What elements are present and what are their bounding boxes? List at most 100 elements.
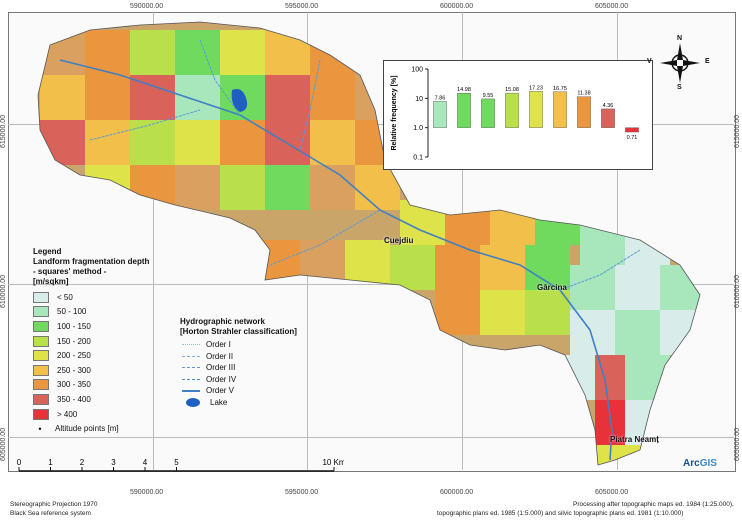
scale-tick-label: 2 bbox=[80, 458, 85, 467]
compass-n: N bbox=[677, 35, 683, 42]
coord-bottom-1: 590000.00 bbox=[130, 489, 164, 496]
hydro-lake-label: Lake bbox=[210, 397, 228, 407]
legend-class-row: 300 - 350 bbox=[33, 378, 168, 393]
legend-fragmentation: Legend Landform fragmentation depth - sq… bbox=[33, 247, 168, 436]
legend-title-3: - squares' method - bbox=[33, 267, 107, 276]
scale-bar-svg: 0 1 2 3 4 5 10 Km bbox=[17, 458, 344, 472]
river-line-icon bbox=[182, 355, 200, 357]
bar-value-label: 4.36 bbox=[603, 103, 614, 109]
coord-bottom-3: 600000.00 bbox=[440, 489, 474, 496]
histogram-bar bbox=[457, 92, 471, 128]
histogram-bar bbox=[529, 91, 543, 128]
hydro-lake-row: Lake bbox=[182, 397, 350, 409]
histogram-bar bbox=[625, 127, 639, 133]
compass-w: V bbox=[647, 58, 652, 65]
footer-projection: Stereographic Projection 1970 bbox=[10, 501, 98, 508]
altitude-point-icon: • bbox=[38, 423, 42, 434]
town-label-garcina: Gârcina bbox=[537, 283, 567, 292]
legend-swatch bbox=[33, 350, 49, 362]
bar-value-label: 11.38 bbox=[577, 91, 590, 97]
coord-top-2: 595000.00 bbox=[285, 3, 319, 10]
coord-top-3: 600000.00 bbox=[440, 3, 474, 10]
y-axis-label: Relative frequency [%] bbox=[391, 75, 398, 150]
histogram-bar bbox=[481, 98, 495, 128]
legend-swatch bbox=[33, 408, 49, 420]
legend-class-row: 350 - 400 bbox=[33, 392, 168, 407]
hydro-order-label: Order I bbox=[206, 340, 231, 350]
legend-class-row: 50 - 100 bbox=[33, 305, 168, 320]
legend-swatch bbox=[33, 379, 49, 391]
coord-bottom-2: 595000.00 bbox=[285, 489, 319, 496]
legend-class-label: > 400 bbox=[57, 409, 78, 419]
hydro-order-4: Order IV bbox=[182, 374, 350, 386]
lake-icon bbox=[186, 397, 200, 407]
y-tick-label: 1.0 bbox=[413, 125, 423, 132]
legend-class-row: > 400 bbox=[33, 407, 168, 422]
legend-class-row: 100 - 150 bbox=[33, 319, 168, 334]
bar-value-label: 15.08 bbox=[505, 87, 519, 93]
town-label-cuejdiu: Cuejdiu bbox=[384, 236, 414, 245]
histogram-bar bbox=[577, 96, 591, 128]
hydro-order-3: Order III bbox=[182, 362, 350, 374]
legend-class-label: 300 - 350 bbox=[57, 380, 91, 390]
legend-title-1: Legend bbox=[33, 247, 62, 256]
histogram-bar bbox=[433, 101, 447, 128]
histogram-bar bbox=[601, 108, 615, 128]
grid-line-h3 bbox=[8, 437, 734, 438]
river-line-icon bbox=[182, 378, 200, 380]
legend-class-label: 350 - 400 bbox=[57, 394, 91, 404]
legend-class-list: < 50 50 - 100 100 - 150 150 - 200 200 - 250 2… bbox=[33, 290, 168, 421]
legend-swatch bbox=[33, 393, 49, 405]
bar-value-label: 14.98 bbox=[457, 87, 471, 93]
coord-top-1: 590000.00 bbox=[130, 3, 164, 10]
scale-tick-label: 5 bbox=[174, 458, 179, 467]
legend-swatch bbox=[33, 364, 49, 376]
arcgis-logo: ArcGIS bbox=[683, 458, 717, 469]
legend-class-label: 100 - 150 bbox=[57, 321, 91, 331]
legend-swatch bbox=[33, 335, 49, 347]
hydro-order-2: Order II bbox=[182, 351, 350, 363]
y-tick-label: 10 bbox=[415, 96, 423, 103]
coord-bottom-4: 605000.00 bbox=[595, 489, 629, 496]
legend-class-row: 150 - 200 bbox=[33, 334, 168, 349]
legend-class-label: 200 - 250 bbox=[57, 351, 91, 361]
scale-tick-label: 10 Km bbox=[322, 458, 344, 467]
legend-class-row: 250 - 300 bbox=[33, 363, 168, 378]
footer-reference-system: Black Sea reference system bbox=[10, 510, 91, 517]
hydro-order-label: Order IV bbox=[206, 374, 237, 384]
bar-value-label: 0.71 bbox=[627, 135, 638, 141]
compass-e: E bbox=[705, 58, 710, 65]
river-line-icon bbox=[182, 389, 200, 392]
y-tick-label: 100 bbox=[411, 67, 423, 74]
compass-icon bbox=[660, 43, 700, 83]
legend-class-label: 50 - 100 bbox=[57, 307, 87, 317]
coord-top-4: 605000.00 bbox=[595, 3, 629, 10]
legend-class-row: 200 - 250 bbox=[33, 348, 168, 363]
hydro-order-label: Order III bbox=[206, 363, 236, 373]
histogram-bar bbox=[505, 92, 519, 128]
river-line-icon bbox=[182, 344, 200, 346]
legend-title-4: [m/sqkm] bbox=[33, 277, 69, 286]
legend-hydrographic: Hydrographic network [Horton Strahler cl… bbox=[180, 317, 350, 408]
legend-class-label: 250 - 300 bbox=[57, 365, 91, 375]
arcgis-logo-gis: GIS bbox=[699, 458, 717, 469]
hydro-order-label: Order II bbox=[206, 351, 234, 361]
y-tick-label: 0.1 bbox=[413, 155, 423, 162]
legend-class-label: < 50 bbox=[57, 292, 73, 302]
compass-s: S bbox=[677, 84, 682, 91]
legend-altitude-row: • Altitude points [m] bbox=[33, 421, 168, 436]
scale-bar: 0 1 2 3 4 5 10 Km bbox=[14, 457, 344, 479]
bar-value-label: 17.23 bbox=[529, 85, 543, 91]
scale-tick-label: 3 bbox=[111, 458, 116, 467]
hydro-order-1: Order I bbox=[182, 339, 350, 351]
scale-tick-label: 1 bbox=[48, 458, 53, 467]
bar-value-label: 16.75 bbox=[553, 86, 567, 92]
bar-value-label: 9.55 bbox=[483, 93, 494, 99]
grid-line-h2 bbox=[8, 284, 734, 285]
town-label-piatra-neamt: Piatra Neamț bbox=[610, 435, 659, 444]
hydro-title-1: Hydrographic network bbox=[180, 317, 265, 326]
legend-title-2: Landform fragmentation depth bbox=[33, 257, 150, 266]
legend-class-label: 150 - 200 bbox=[57, 336, 91, 346]
scale-tick-label: 0 bbox=[17, 458, 22, 467]
bar-value-label: 7.86 bbox=[435, 95, 446, 101]
